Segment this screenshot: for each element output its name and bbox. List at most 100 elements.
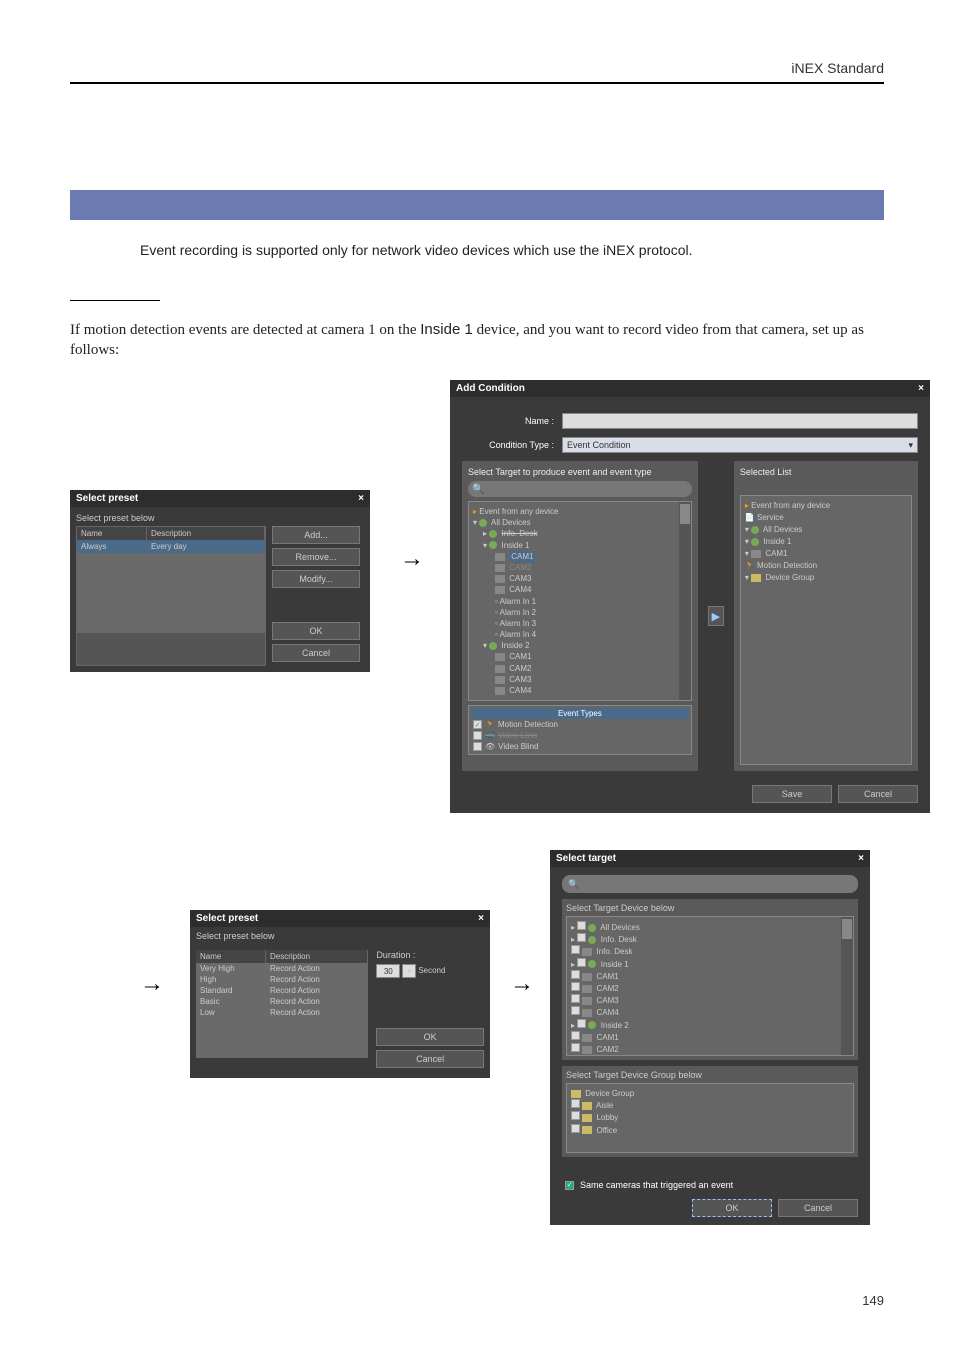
table-row[interactable]: Always Every day xyxy=(77,540,265,553)
tree-cam1[interactable]: CAM1 xyxy=(509,551,535,562)
search-input[interactable]: 🔍 xyxy=(468,481,692,497)
modify-button[interactable]: Modify... xyxy=(272,570,360,588)
body-paragraph: If motion detection events are detected … xyxy=(70,320,884,361)
same-cameras-checkbox[interactable]: ✓ Same cameras that triggered an event xyxy=(562,1177,858,1193)
condition-type-label: Condition Type : xyxy=(462,440,562,450)
ok-button[interactable]: OK xyxy=(692,1199,772,1217)
sel-service: Service xyxy=(757,513,784,522)
row-desc: Every day xyxy=(147,540,265,553)
tree-i2-cam1[interactable]: CAM1 xyxy=(509,652,531,661)
close-icon[interactable]: × xyxy=(478,913,484,924)
add-button[interactable]: Add... xyxy=(272,526,360,544)
list-item[interactable]: LowRecord Action xyxy=(196,1007,368,1018)
save-button[interactable]: Save xyxy=(752,785,832,803)
close-icon[interactable]: × xyxy=(858,853,864,864)
tree-alarm3[interactable]: Alarm In 3 xyxy=(500,619,536,628)
remove-button[interactable]: Remove... xyxy=(272,548,360,566)
search-icon: 🔍 xyxy=(568,879,579,890)
arrow-icon: → xyxy=(400,545,424,573)
panel2-title: Select Target Device Group below xyxy=(566,1070,854,1080)
tree-cam4[interactable]: CAM4 xyxy=(509,585,531,594)
dialog-titlebar: Select preset × xyxy=(70,490,370,507)
list-item[interactable]: Very HighRecord Action xyxy=(196,963,368,974)
sel-device-group: Device Group xyxy=(765,573,814,582)
t-cam1[interactable]: CAM1 xyxy=(596,972,618,981)
tree-info-desk[interactable]: Info. Desk xyxy=(501,529,537,538)
panel1-title: Select Target Device below xyxy=(566,903,854,913)
name-label: Name : xyxy=(462,416,562,426)
g-office[interactable]: Office xyxy=(596,1126,617,1135)
close-icon[interactable]: × xyxy=(918,383,924,394)
body-line1: If motion detection events are detected … xyxy=(70,322,420,338)
dialog-title: Select target xyxy=(556,853,616,864)
tree-alarm4[interactable]: Alarm In 4 xyxy=(500,630,536,639)
t-info-desk[interactable]: Info. Desk xyxy=(601,935,637,944)
sel-cam1: CAM1 xyxy=(765,549,787,558)
event-types-panel: Event Types ✓🏃Motion Detection 📹Video Lo… xyxy=(468,705,692,755)
ok-button[interactable]: OK xyxy=(272,622,360,640)
tree-inside1[interactable]: Inside 1 xyxy=(501,541,529,550)
t-inside1[interactable]: Inside 1 xyxy=(601,960,629,969)
close-icon[interactable]: × xyxy=(358,493,364,504)
ok-button[interactable]: OK xyxy=(376,1028,484,1046)
t-cam4[interactable]: CAM4 xyxy=(596,1008,618,1017)
t-i2-cam2[interactable]: CAM2 xyxy=(596,1045,618,1054)
tree-cam3[interactable]: CAM3 xyxy=(509,574,531,583)
tree-alarm1[interactable]: Alarm In 1 xyxy=(500,597,536,606)
tree-i2-cam2[interactable]: CAM2 xyxy=(509,664,531,673)
note-text: Event recording is supported only for ne… xyxy=(140,242,884,258)
tree-alarm2[interactable]: Alarm In 2 xyxy=(500,608,536,617)
dialog-title: Select preset xyxy=(196,913,258,924)
tree-cam2[interactable]: CAM2 xyxy=(509,563,531,572)
event-type-video-blind[interactable]: 👁Video Blind xyxy=(471,741,689,752)
g-device-group[interactable]: Device Group xyxy=(585,1089,634,1098)
t-cam2[interactable]: CAM2 xyxy=(596,984,618,993)
col-desc: Description xyxy=(266,950,368,963)
tree-i2-cam4[interactable]: CAM4 xyxy=(509,686,531,695)
t-i2-cam1[interactable]: CAM1 xyxy=(596,1033,618,1042)
header-product: iNEX Standard xyxy=(791,60,884,76)
scrollbar[interactable] xyxy=(679,502,691,700)
search-input[interactable]: 🔍 xyxy=(562,875,858,893)
preset-list[interactable]: Name Description Very HighRecord Action … xyxy=(196,950,368,1072)
tree-i2-cam3[interactable]: CAM3 xyxy=(509,675,531,684)
col-name: Name xyxy=(196,950,266,963)
body-bold: Inside 1 xyxy=(420,321,473,338)
tree-inside2[interactable]: Inside 2 xyxy=(501,641,529,650)
table-empty xyxy=(77,553,265,633)
tree-all-devices[interactable]: All Devices xyxy=(491,518,531,527)
search-icon: 🔍 xyxy=(472,484,484,495)
name-input[interactable] xyxy=(562,413,918,429)
condition-type-select[interactable]: Event Condition ▾ xyxy=(562,437,918,453)
list-item[interactable]: BasicRecord Action xyxy=(196,996,368,1007)
event-type-video-loss[interactable]: 📹Video Loss xyxy=(471,730,689,741)
duration-value[interactable]: 30 xyxy=(376,964,400,978)
cancel-button[interactable]: Cancel xyxy=(272,644,360,662)
col-name: Name xyxy=(77,527,147,540)
selected-tree[interactable]: ▸ Event from any device 📄 Service ▾ All … xyxy=(740,495,912,765)
t-inside2[interactable]: Inside 2 xyxy=(601,1021,629,1030)
event-type-motion[interactable]: ✓🏃Motion Detection xyxy=(471,719,689,730)
cancel-button[interactable]: Cancel xyxy=(376,1050,484,1068)
condition-type-value: Event Condition xyxy=(567,440,631,450)
g-lobby[interactable]: Lobby xyxy=(596,1113,618,1122)
target-group-tree[interactable]: Device Group Aisle Lobby Office xyxy=(566,1083,854,1153)
sel-inside1: Inside 1 xyxy=(763,537,791,546)
target-device-tree[interactable]: ▸ All Devices ▸ Info. Desk Info. Desk ▸ … xyxy=(566,916,854,1056)
tree-event-any[interactable]: Event from any device xyxy=(479,507,558,516)
t-info-desk-cam[interactable]: Info. Desk xyxy=(596,947,632,956)
scrollbar[interactable] xyxy=(841,917,853,1055)
page-number: 149 xyxy=(862,1293,884,1308)
chevron-down-icon[interactable]: ▾ xyxy=(402,964,416,978)
t-all-devices[interactable]: All Devices xyxy=(600,923,640,932)
move-right-button[interactable]: ▶ xyxy=(708,606,724,626)
device-tree[interactable]: ▸ Event from any device ▾ All Devices ▸ … xyxy=(468,501,692,701)
t-cam3[interactable]: CAM3 xyxy=(596,996,618,1005)
header-rule xyxy=(70,82,884,84)
cancel-button[interactable]: Cancel xyxy=(778,1199,858,1217)
list-item[interactable]: HighRecord Action xyxy=(196,974,368,985)
list-item[interactable]: StandardRecord Action xyxy=(196,985,368,996)
g-aisle[interactable]: Aisle xyxy=(596,1101,613,1110)
cancel-button[interactable]: Cancel xyxy=(838,785,918,803)
select-target-dialog: Select target × 🔍 Select Target Device b… xyxy=(550,850,870,1225)
